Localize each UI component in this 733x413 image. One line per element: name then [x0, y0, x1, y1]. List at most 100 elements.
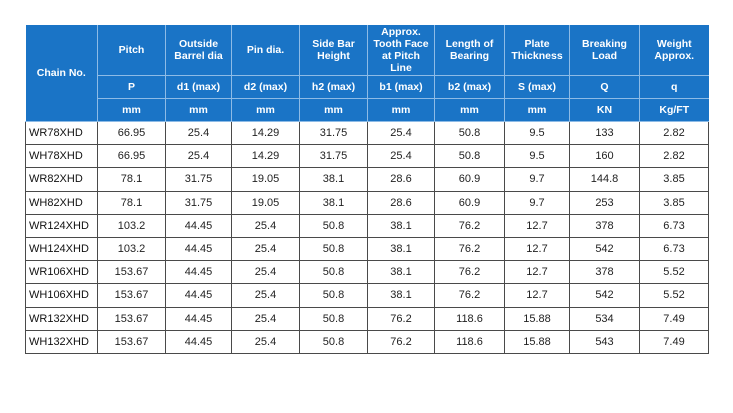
- cell-length-of-bearing: 50.8: [434, 144, 505, 169]
- cell-length-of-bearing: 76.2: [434, 213, 505, 238]
- cell-plate-thickness: 15.88: [504, 329, 570, 354]
- cell-plate-thickness: 9.7: [504, 167, 570, 192]
- cell-tooth-face: 76.2: [367, 329, 435, 354]
- cell-tooth-face: 38.1: [367, 260, 435, 285]
- cell-outside-barrel-dia: 44.45: [165, 236, 232, 262]
- cell-outside-barrel-dia: 31.75: [165, 167, 232, 192]
- cell-plate-thickness: 12.7: [504, 213, 570, 238]
- cell-pin-dia: 14.29: [231, 120, 300, 146]
- cell-chain-no: WH106XHD: [25, 283, 98, 308]
- table-row: WR82XHD 78.1 31.75 19.05 38.1 28.6 60.9 9.7 144.…: [25, 167, 709, 192]
- unit-breaking-load: KN: [569, 98, 640, 122]
- cell-pin-dia: 25.4: [231, 236, 300, 262]
- header-pin-dia: Pin dia.: [231, 25, 300, 76]
- table-header: Chain No. Pitch Outside Barrel dia Pin d…: [25, 25, 709, 122]
- table-row: WH106XHD 153.67 44.45 25.4 50.8 38.1 76.2 12.7 5…: [25, 283, 709, 308]
- cell-pitch: 103.2: [97, 236, 166, 262]
- cell-plate-thickness: 12.7: [504, 283, 570, 308]
- cell-pitch: 103.2: [97, 213, 166, 238]
- cell-tooth-face: 38.1: [367, 213, 435, 238]
- cell-weight: 3.85: [639, 167, 709, 192]
- header-breaking-load: Breaking Load: [569, 25, 640, 76]
- cell-pitch: 66.95: [97, 120, 166, 146]
- cell-breaking-load: 543: [569, 329, 640, 354]
- cell-tooth-face: 38.1: [367, 283, 435, 308]
- chain-spec-sheet: Chain No. Pitch Outside Barrel dia Pin d…: [25, 25, 709, 354]
- cell-length-of-bearing: 50.8: [434, 120, 505, 146]
- cell-pin-dia: 25.4: [231, 213, 300, 238]
- unit-side-bar-height: mm: [299, 98, 368, 122]
- cell-length-of-bearing: 118.6: [434, 329, 505, 354]
- cell-side-bar-height: 50.8: [299, 236, 368, 262]
- header-weight: Weight Approx.: [639, 25, 709, 76]
- cell-chain-no: WH82XHD: [25, 190, 98, 215]
- cell-pin-dia: 19.05: [231, 190, 300, 215]
- cell-breaking-load: 534: [569, 306, 640, 331]
- cell-chain-no: WR124XHD: [25, 213, 98, 238]
- cell-pitch: 153.67: [97, 260, 166, 285]
- header-length-of-bearing: Length of Bearing: [434, 25, 505, 76]
- table-body: WR78XHD 66.95 25.4 14.29 31.75 25.4 50.8 9.5 133…: [25, 120, 709, 354]
- cell-breaking-load: 253: [569, 190, 640, 215]
- table-row: WH82XHD 78.1 31.75 19.05 38.1 28.6 60.9 9.7 253 3…: [25, 190, 709, 215]
- cell-outside-barrel-dia: 31.75: [165, 190, 232, 215]
- cell-chain-no: WH124XHD: [25, 236, 98, 262]
- symbol-pin-dia: d2 (max): [231, 75, 300, 99]
- header-pitch: Pitch: [97, 25, 166, 76]
- cell-chain-no: WR78XHD: [25, 120, 98, 146]
- cell-breaking-load: 378: [569, 213, 640, 238]
- symbol-weight: q: [639, 75, 709, 99]
- cell-chain-no: WH78XHD: [25, 144, 98, 169]
- cell-breaking-load: 542: [569, 236, 640, 262]
- cell-chain-no: WR106XHD: [25, 260, 98, 285]
- cell-weight: 6.73: [639, 213, 709, 238]
- header-row-units: mm mm mm mm mm mm mm KN Kg/FT: [26, 98, 709, 122]
- cell-pitch: 153.67: [97, 306, 166, 331]
- cell-length-of-bearing: 76.2: [434, 260, 505, 285]
- cell-length-of-bearing: 60.9: [434, 190, 505, 215]
- table-row: WR132XHD 153.67 44.45 25.4 50.8 76.2 118.6 15.8…: [25, 306, 709, 331]
- table-row: WR124XHD 103.2 44.45 25.4 50.8 38.1 76.2 12.7 37…: [25, 213, 709, 238]
- cell-weight: 7.49: [639, 306, 709, 331]
- unit-outside-barrel-dia: mm: [165, 98, 232, 122]
- cell-side-bar-height: 50.8: [299, 283, 368, 308]
- cell-pin-dia: 14.29: [231, 144, 300, 169]
- table-row: WH124XHD 103.2 44.45 25.4 50.8 38.1 76.2 12.7 54…: [25, 236, 709, 262]
- cell-weight: 5.52: [639, 260, 709, 285]
- header-chain-no: Chain No.: [25, 25, 98, 122]
- cell-outside-barrel-dia: 25.4: [165, 144, 232, 169]
- cell-plate-thickness: 12.7: [504, 236, 570, 262]
- cell-outside-barrel-dia: 44.45: [165, 329, 232, 354]
- symbol-pitch: P: [97, 75, 166, 99]
- table-row: WR106XHD 153.67 44.45 25.4 50.8 38.1 76.2 12.7 3…: [25, 260, 709, 285]
- cell-breaking-load: 542: [569, 283, 640, 308]
- cell-weight: 2.82: [639, 120, 709, 146]
- cell-outside-barrel-dia: 44.45: [165, 283, 232, 308]
- cell-breaking-load: 133: [569, 120, 640, 146]
- unit-pin-dia: mm: [231, 98, 300, 122]
- unit-pitch: mm: [97, 98, 166, 122]
- cell-length-of-bearing: 76.2: [434, 236, 505, 262]
- symbol-tooth-face: b1 (max): [367, 75, 435, 99]
- cell-side-bar-height: 50.8: [299, 329, 368, 354]
- cell-pitch: 153.67: [97, 283, 166, 308]
- cell-side-bar-height: 38.1: [299, 167, 368, 192]
- cell-pitch: 66.95: [97, 144, 166, 169]
- header-outside-barrel-dia: Outside Barrel dia: [165, 25, 232, 76]
- cell-pitch: 78.1: [97, 167, 166, 192]
- cell-pin-dia: 25.4: [231, 283, 300, 308]
- cell-side-bar-height: 50.8: [299, 260, 368, 285]
- table-row: WH78XHD 66.95 25.4 14.29 31.75 25.4 50.8 9.5 160…: [25, 144, 709, 169]
- cell-chain-no: WH132XHD: [25, 329, 98, 354]
- header-plate-thickness: Plate Thickness: [504, 25, 570, 76]
- cell-weight: 3.85: [639, 190, 709, 215]
- cell-tooth-face: 25.4: [367, 120, 435, 146]
- table-row: WH132XHD 153.67 44.45 25.4 50.8 76.2 118.6 15.8…: [25, 329, 709, 354]
- cell-tooth-face: 25.4: [367, 144, 435, 169]
- cell-breaking-load: 378: [569, 260, 640, 285]
- header-row-symbols: P d1 (max) d2 (max) h2 (max) b1 (max) b2…: [26, 75, 709, 99]
- cell-plate-thickness: 15.88: [504, 306, 570, 331]
- cell-pin-dia: 25.4: [231, 306, 300, 331]
- cell-weight: 7.49: [639, 329, 709, 354]
- cell-side-bar-height: 31.75: [299, 120, 368, 146]
